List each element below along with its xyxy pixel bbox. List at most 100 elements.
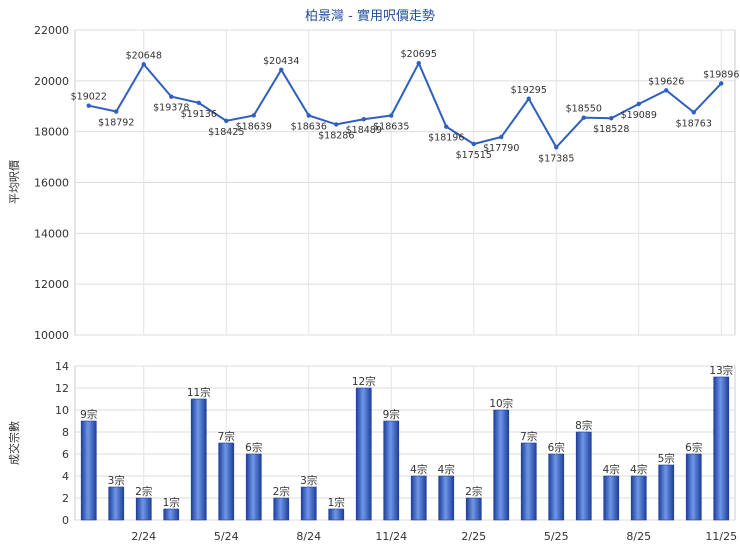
volume-bar: [135, 497, 152, 521]
volume-bar: [328, 508, 345, 521]
volume-bar: [80, 420, 97, 521]
price-point: [554, 145, 559, 150]
price-y-tick-label: 10000: [34, 329, 69, 342]
price-point: [444, 124, 449, 129]
volume-bar: [218, 442, 235, 521]
price-y-axis-label: 平均呎價: [7, 160, 21, 204]
price-y-tick-label: 12000: [34, 278, 69, 291]
volume-bar-panel: 成交宗數 0 2 4 6 8 10 12 14 9宗 3宗 2宗 1宗 11宗 7宗 6宗 2宗 3宗 1宗 12…: [7, 360, 737, 543]
volume-data-label: 9宗: [383, 408, 400, 421]
price-point: [416, 60, 421, 66]
volume-bar: [548, 453, 565, 521]
x-tick-label: 11/24: [375, 530, 407, 543]
volume-data-label: 8宗: [575, 419, 592, 432]
price-data-label: $18639: [236, 121, 272, 132]
price-point: [86, 103, 91, 108]
volume-y-tick-label: 0: [62, 514, 69, 527]
x-tick-label: 8/24: [296, 530, 321, 543]
volume-bar: [245, 453, 262, 521]
volume-data-label: 6宗: [548, 441, 565, 454]
volume-bar: [273, 497, 290, 521]
volume-bar: [383, 420, 400, 521]
price-line-panel: 平均呎價 10000 12000 14000 16000 18000 20000 22000…: [7, 24, 739, 342]
volume-data-label: 4宗: [438, 463, 455, 476]
price-point: [196, 100, 201, 105]
price-point: [169, 94, 174, 99]
price-y-tick-label: 14000: [34, 227, 69, 240]
volume-bar: [658, 464, 675, 521]
x-tick-label: 8/25: [626, 530, 651, 543]
volume-data-label: 9宗: [80, 408, 97, 421]
price-data-label: $20434: [263, 56, 299, 67]
price-y-tick-label: 16000: [34, 177, 69, 190]
price-point: [114, 109, 119, 114]
volume-data-label: 7宗: [520, 430, 537, 443]
volume-data-label: 1宗: [328, 496, 345, 509]
volume-data-label: 4宗: [603, 463, 620, 476]
price-data-label: $18635: [373, 122, 409, 133]
volume-y-tick-label: 12: [55, 382, 69, 395]
chart-title: 柏景灣 - 實用呎價走勢: [305, 8, 435, 24]
volume-data-label: 1宗: [163, 496, 180, 509]
price-point: [334, 122, 339, 127]
volume-bar: [108, 486, 125, 521]
x-tick-label: 2/24: [131, 530, 156, 543]
price-data-label: $18528: [593, 124, 629, 135]
price-point: [664, 88, 669, 93]
price-y-tick-label: 20000: [34, 75, 69, 88]
price-data-label: $18286: [318, 130, 354, 141]
volume-data-label: 11宗: [187, 386, 211, 399]
price-point: [719, 81, 724, 86]
price-data-label: $18763: [676, 118, 712, 129]
volume-data-label: 10宗: [489, 397, 513, 410]
price-point: [224, 118, 229, 124]
volume-bar: [465, 497, 482, 521]
price-data-label: $19896: [703, 69, 739, 80]
volume-bar: [190, 398, 207, 521]
price-data-label: $18792: [98, 118, 134, 129]
volume-bar: [713, 376, 730, 521]
price-data-label: $17385: [538, 153, 574, 164]
volume-bar: [163, 508, 180, 521]
volume-y-tick-label: 8: [62, 426, 69, 439]
price-series-line: [88, 60, 722, 149]
price-point: [581, 115, 586, 120]
price-data-label: $20695: [401, 49, 437, 60]
price-data-label: $19378: [153, 103, 189, 114]
volume-data-label: 2宗: [135, 485, 152, 498]
price-data-label: $18196: [428, 133, 464, 144]
price-data-label: $18489: [346, 125, 382, 136]
price-data-label: $19626: [648, 76, 684, 87]
volume-y-tick-label: 4: [62, 470, 69, 483]
price-point: [306, 113, 311, 118]
volume-bar: [355, 387, 372, 521]
volume-data-label: 3宗: [108, 474, 125, 487]
volume-bar: [630, 475, 647, 521]
volume-data-label: 6宗: [685, 441, 702, 454]
x-tick-label: 5/24: [214, 530, 239, 543]
volume-bar: [520, 442, 537, 521]
price-data-label: $18636: [291, 122, 327, 133]
volume-data-label: 4宗: [410, 463, 427, 476]
price-point: [251, 113, 256, 118]
volume-plot-frame: [74, 365, 736, 521]
volume-data-label: 13宗: [709, 364, 733, 377]
volume-data-label: 3宗: [300, 474, 317, 487]
price-data-label: $19136: [181, 109, 217, 120]
price-point: [636, 101, 641, 107]
x-tick-label: 5/25: [544, 530, 569, 543]
volume-bar: [603, 475, 620, 521]
price-data-label: $20648: [126, 50, 162, 61]
price-data-label: $18425: [208, 127, 244, 138]
price-y-tick-label: 22000: [34, 24, 69, 37]
price-point: [691, 110, 696, 115]
volume-bar: [493, 409, 510, 521]
price-y-tick-label: 18000: [34, 126, 69, 139]
volume-bar: [575, 431, 592, 521]
volume-bar: [438, 475, 455, 521]
volume-y-axis-label: 成交宗數: [7, 421, 21, 465]
volume-data-label: 6宗: [245, 441, 262, 454]
volume-data-label: 2宗: [273, 485, 290, 498]
volume-data-label: 4宗: [630, 463, 647, 476]
